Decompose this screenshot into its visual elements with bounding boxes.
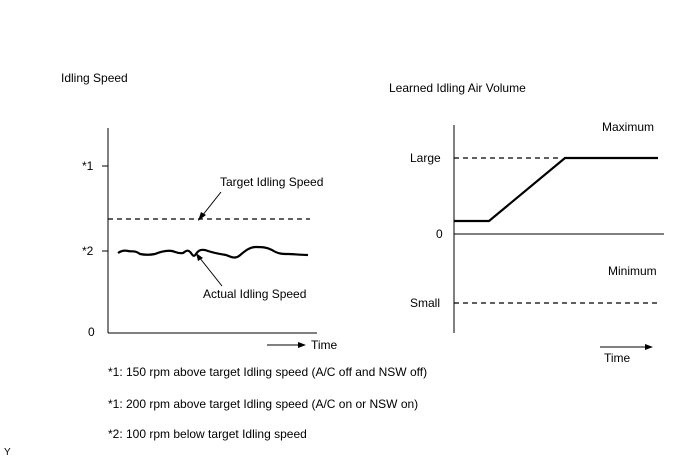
y-tick-label-star1: *1 xyxy=(82,159,94,173)
learned-air-volume-line xyxy=(454,156,658,223)
maximum-label: Maximum xyxy=(602,120,654,134)
small-label: Small xyxy=(410,296,440,310)
note-star2: *2: 100 rpm below target Idling speed xyxy=(108,427,307,441)
right-time-arrowhead xyxy=(645,344,653,350)
y-tick-label-star2: *2 xyxy=(82,244,94,258)
y-tick-label-zero: 0 xyxy=(88,325,95,339)
large-label: Large xyxy=(410,151,441,165)
target-idling-speed-label: Target Idling Speed xyxy=(220,175,323,189)
note-star1-ac-on: *1: 200 rpm above target Idling speed (A… xyxy=(108,397,419,411)
actual-idling-speed-label: Actual Idling Speed xyxy=(203,287,306,301)
right-chart-title: Learned Idling Air Volume xyxy=(389,81,526,95)
zero-label: 0 xyxy=(436,227,443,241)
actual-idling-speed-line xyxy=(117,245,309,259)
actual-pointer-line xyxy=(198,256,223,287)
left-time-label: Time xyxy=(311,338,338,352)
left-time-arrowhead xyxy=(298,342,306,348)
left-chart-title: Idling Speed xyxy=(61,71,128,85)
actual-pointer-arrowhead xyxy=(196,253,203,261)
right-time-label: Time xyxy=(604,351,631,365)
corner-mark: Y xyxy=(4,447,11,458)
target-pointer-line xyxy=(201,191,222,217)
minimum-label: Minimum xyxy=(608,264,657,278)
target-pointer-arrowhead xyxy=(198,212,206,221)
note-star1-ac-off: *1: 150 rpm above target Idling speed (A… xyxy=(108,365,428,379)
